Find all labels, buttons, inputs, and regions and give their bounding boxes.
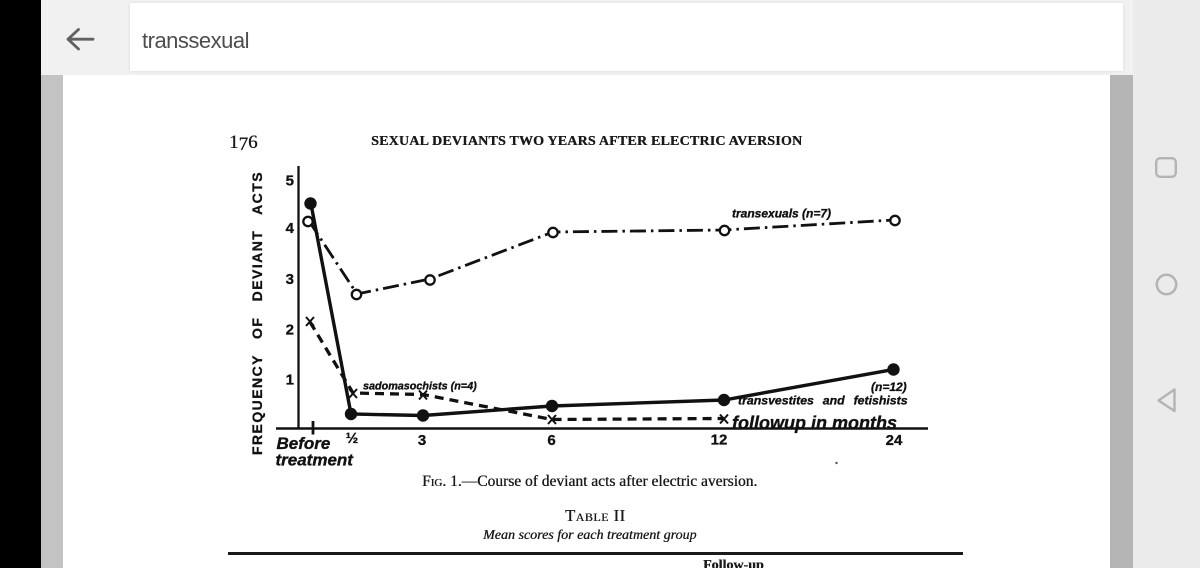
svg-text:FREQUENCY OF DEVIANT ACTS: FREQUENCY OF DEVIANT ACTS bbox=[249, 171, 265, 455]
svg-text:5: 5 bbox=[286, 173, 294, 190]
svg-text:2: 2 bbox=[286, 322, 294, 339]
svg-text:12: 12 bbox=[711, 432, 728, 449]
svg-text:3: 3 bbox=[286, 271, 294, 288]
svg-text:3: 3 bbox=[418, 432, 426, 449]
svg-text:½: ½ bbox=[346, 430, 359, 447]
svg-text:6: 6 bbox=[547, 432, 555, 449]
svg-text:followup in months: followup in months bbox=[732, 413, 897, 433]
svg-text:Before: Before bbox=[277, 434, 331, 453]
svg-text:transvestites and fetishists: transvestites and fetishists bbox=[738, 394, 908, 408]
svg-text:4: 4 bbox=[286, 220, 295, 237]
svg-text:(n=12): (n=12) bbox=[871, 380, 907, 394]
svg-text:transexuals (n=7): transexuals (n=7) bbox=[732, 207, 831, 221]
svg-text:sadomasochists (n=4): sadomasochists (n=4) bbox=[363, 381, 477, 393]
svg-text:treatment: treatment bbox=[276, 451, 355, 470]
svg-text:1: 1 bbox=[286, 372, 294, 389]
svg-text:24: 24 bbox=[886, 432, 903, 449]
